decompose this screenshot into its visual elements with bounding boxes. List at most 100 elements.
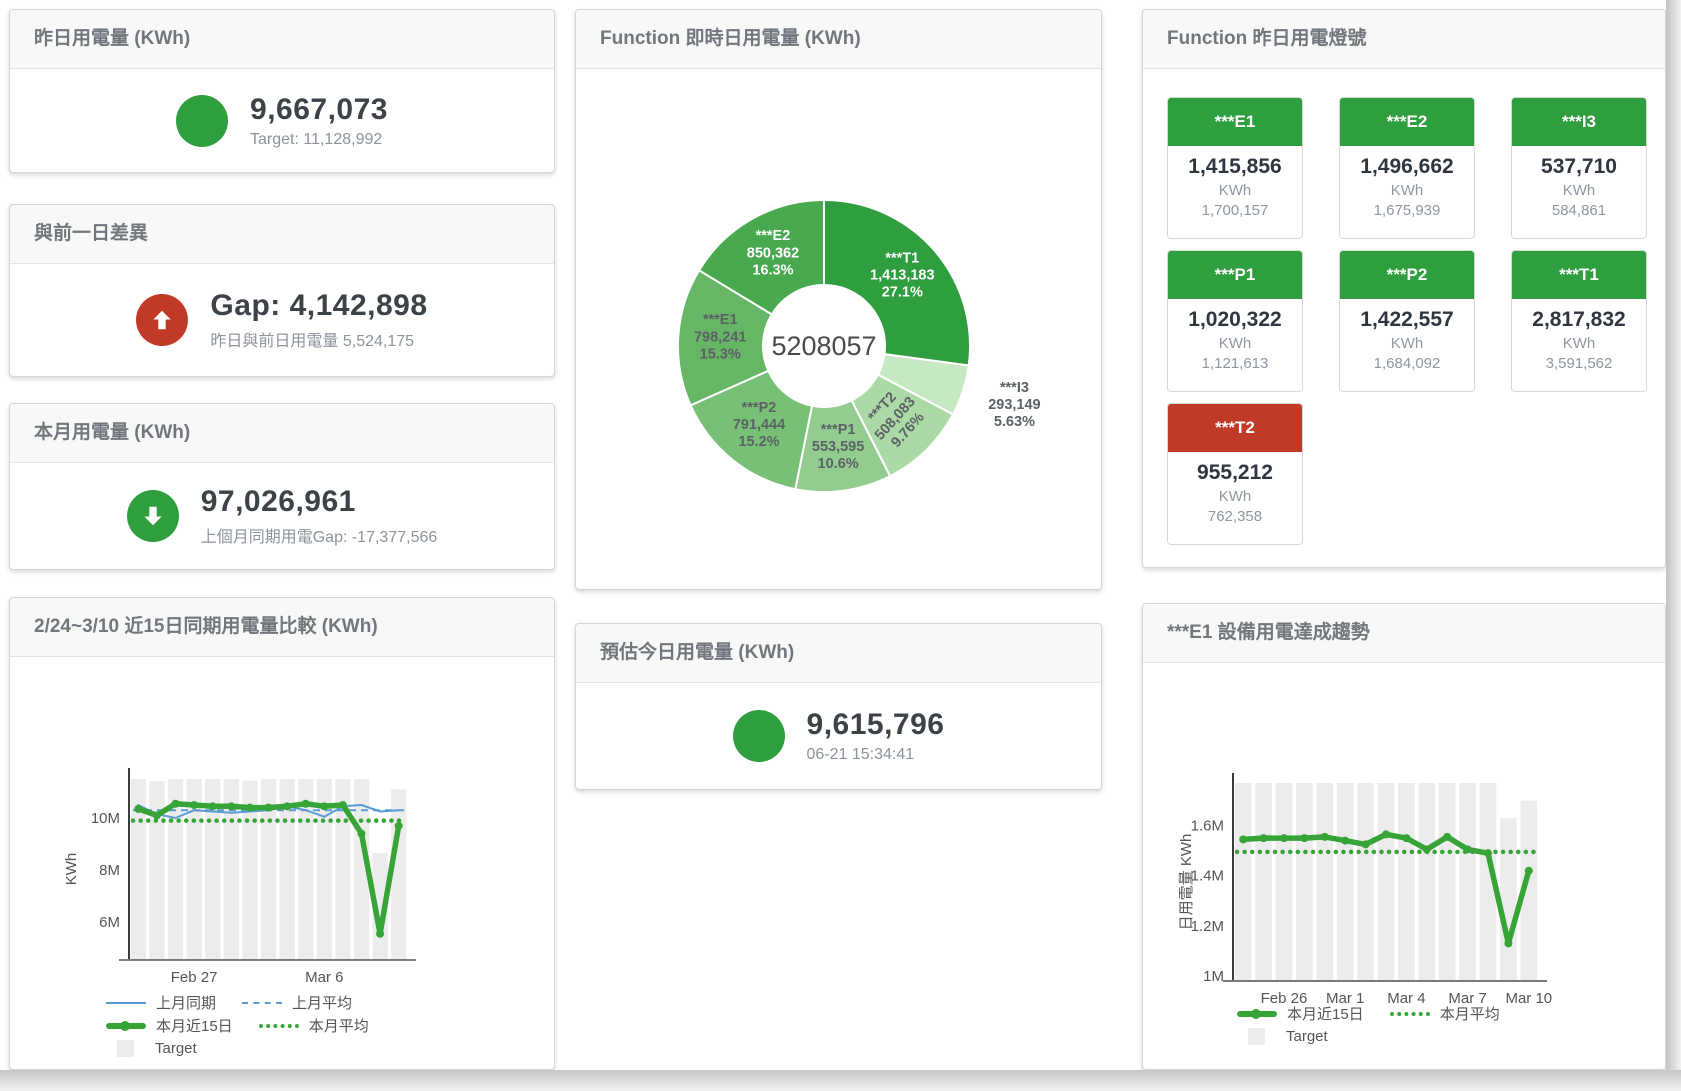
legend-item-box-gray[interactable]: Target xyxy=(106,1040,197,1057)
tile-target: 762,358 xyxy=(1207,508,1263,525)
legend-item-solid-blue[interactable]: 上月同期 xyxy=(106,992,216,1013)
tile-value: 1,496,662 xyxy=(1360,155,1454,178)
card-trend-title: ***E1 設備用電達成趨勢 xyxy=(1143,604,1665,663)
tile-target: 1,700,157 xyxy=(1201,202,1269,219)
target-bar xyxy=(205,779,221,960)
card-status-lights: Function 昨日用電燈號 ***E1 1,415,856 KWh 1,700,1… xyxy=(1142,9,1666,568)
target-bar xyxy=(130,779,146,960)
month-kpi: 97,026,961 上個月同期用電Gap: -17,377,566 xyxy=(10,463,554,569)
tile-t1[interactable]: ***T1 2,817,832 KWh 3,591,562 xyxy=(1511,250,1647,392)
gap-value: Gap: 4,142,898 xyxy=(210,289,428,322)
tile-p1[interactable]: ***P1 1,020,322 KWh 1,121,613 xyxy=(1167,250,1303,392)
target-bar xyxy=(1459,783,1476,981)
target-bar xyxy=(316,779,332,960)
legend-item-dash-blue[interactable]: 上月平均 xyxy=(242,992,352,1013)
card-compare-title: 2/24~3/10 近15日同期用電量比較 (KWh) xyxy=(10,598,554,657)
donut-label-p2: ***P2 791,444 15.2% xyxy=(733,400,785,450)
tile-label: ***P2 xyxy=(1340,251,1474,299)
target-bar xyxy=(186,779,202,960)
legend-item-thick-green[interactable]: 本月近15日 xyxy=(1237,1003,1364,1024)
realtime-donut-chart[interactable]: ***T1 1,413,183 27.1% ***I3 293,149 5.63% ***T… xyxy=(576,69,1101,589)
tile-p2[interactable]: ***P2 1,422,557 KWh 1,684,092 xyxy=(1339,250,1475,392)
donut-slice-p2[interactable] xyxy=(689,369,814,491)
card-e1-trend: ***E1 設備用電達成趨勢 1M 1.2M 1.4M 1.6M Feb 26 Mar 1… xyxy=(1142,603,1666,1070)
target-bar xyxy=(1479,783,1497,981)
target-bar xyxy=(1500,818,1517,981)
target-bar xyxy=(1234,783,1252,981)
donut-label-t1: ***T1 1,413,183 27.1% xyxy=(870,250,935,300)
legend-sample-solid-blue xyxy=(106,1001,146,1004)
series-solid-blue xyxy=(137,804,400,819)
window-edge-right xyxy=(1666,0,1681,1091)
legend-label: 本月近15日 xyxy=(156,1018,233,1035)
legend-label: Target xyxy=(1286,1028,1328,1045)
tile-unit: KWh xyxy=(1562,182,1596,199)
tile-unit: KWh xyxy=(1562,335,1596,352)
legend-label: 本月平均 xyxy=(308,1018,369,1035)
arrow-down-icon xyxy=(126,490,179,542)
card-yesterday-usage: 昨日用電量 (KWh) 9,667,073 Target: 11,128,992 xyxy=(9,9,555,173)
y-tick: 8M xyxy=(99,862,120,879)
green-status-circle xyxy=(176,94,229,147)
target-bar xyxy=(149,781,165,960)
tile-e1[interactable]: ***E1 1,415,856 KWh 1,700,157 xyxy=(1167,97,1303,239)
legend-sample-box-gray xyxy=(117,1040,134,1057)
estimate-timestamp: 06-21 15:34:41 xyxy=(806,746,915,763)
y-tick: 1M xyxy=(1203,968,1224,985)
series-thick-green xyxy=(1240,831,1532,947)
legend-item-box-gray[interactable]: Target xyxy=(1237,1028,1328,1045)
green-status-circle xyxy=(732,710,785,762)
y-axis-label: KWh xyxy=(63,853,80,886)
tile-label: ***I3 xyxy=(1512,98,1646,146)
yesterday-target: Target: 11,128,992 xyxy=(250,130,383,148)
legend-item-thick-green[interactable]: 本月近15日 xyxy=(106,1015,233,1036)
card-estimate-title: 預估今日用電量 (KWh) xyxy=(576,624,1101,683)
estimate-value: 9,615,796 xyxy=(806,708,945,741)
target-bar xyxy=(372,853,388,960)
yesterday-value: 9,667,073 xyxy=(250,92,388,126)
target-bar xyxy=(391,789,407,960)
tile-target: 3,591,562 xyxy=(1545,355,1613,372)
tile-unit: KWh xyxy=(1390,335,1424,352)
donut-slice-e2[interactable] xyxy=(697,198,825,316)
tile-unit: KWh xyxy=(1218,182,1252,199)
x-tick: Mar 6 xyxy=(305,969,343,986)
tile-i3[interactable]: ***I3 537,710 KWh 584,861 xyxy=(1511,97,1647,239)
tile-target: 1,675,939 xyxy=(1373,202,1441,219)
tile-target: 1,121,613 xyxy=(1201,355,1269,372)
tile-value: 1,422,557 xyxy=(1360,308,1454,331)
target-bar xyxy=(1438,783,1456,981)
target-bar xyxy=(1316,783,1334,981)
target-bar xyxy=(1336,783,1354,981)
donut-slice-t1[interactable] xyxy=(823,198,972,367)
target-bar xyxy=(353,779,370,960)
tile-label: ***E1 xyxy=(1168,98,1302,146)
tile-unit: KWh xyxy=(1390,182,1424,199)
legend-label: 本月平均 xyxy=(1439,1006,1500,1023)
y-tick: 1.2M xyxy=(1191,918,1224,935)
donut-center-total: 5208057 xyxy=(771,331,876,361)
target-bar xyxy=(1418,783,1436,981)
series-thick-green xyxy=(135,800,402,937)
legend-item-dot-green[interactable]: 本月平均 xyxy=(258,1015,369,1036)
legend-label: Target xyxy=(155,1040,197,1057)
tile-label: ***T1 xyxy=(1512,251,1646,299)
tiles-grid: ***E1 1,415,856 KWh 1,700,157 ***E2 1,496,662… xyxy=(1167,97,1647,545)
window-edge-bottom xyxy=(0,1070,1681,1091)
x-tick: Feb 27 xyxy=(171,969,218,986)
tile-unit: KWh xyxy=(1218,335,1252,352)
tile-target: 1,684,092 xyxy=(1373,355,1441,372)
tile-e2[interactable]: ***E2 1,496,662 KWh 1,675,939 xyxy=(1339,97,1475,239)
donut-label-e2: ***E2 850,362 16.3% xyxy=(747,228,799,278)
legend-item-dot-green[interactable]: 本月平均 xyxy=(1389,1003,1500,1024)
donut-label-e1: ***E1 798,241 15.3% xyxy=(694,312,746,362)
y-axis-label: 日用電量 KWh xyxy=(1178,834,1195,931)
tile-label: ***E2 xyxy=(1340,98,1474,146)
target-bar xyxy=(223,779,239,960)
tile-value: 537,710 xyxy=(1541,155,1617,178)
target-bar xyxy=(298,779,314,960)
tile-t2[interactable]: ***T2 955,212 KWh 762,358 xyxy=(1167,403,1303,545)
tile-value: 1,415,856 xyxy=(1188,155,1282,178)
card-realtime-donut: Function 即時日用電量 (KWh) ***T1 1,413,183 27.1… xyxy=(575,9,1102,590)
